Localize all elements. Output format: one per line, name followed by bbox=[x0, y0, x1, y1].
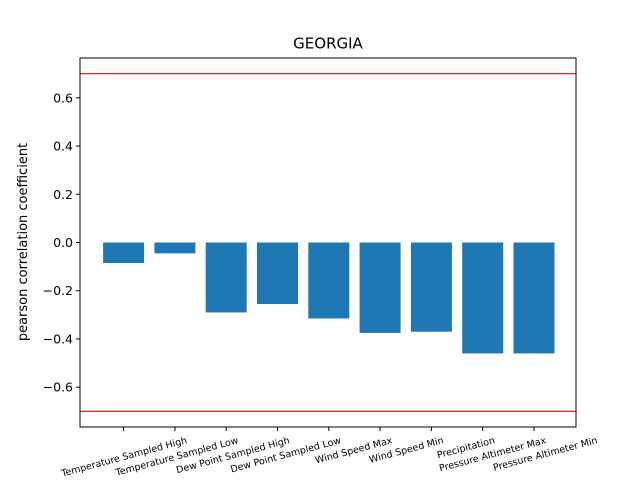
bar bbox=[513, 242, 555, 354]
bar bbox=[359, 242, 401, 333]
y-tick-label: 0.6 bbox=[53, 90, 73, 105]
y-axis-title: pearson correlation coefficient bbox=[16, 143, 31, 341]
bar bbox=[410, 242, 452, 332]
bar bbox=[257, 242, 298, 304]
y-tick-label: 0.0 bbox=[53, 235, 73, 250]
chart-title: GEORGIA bbox=[293, 35, 363, 53]
y-tick-label: 0.2 bbox=[53, 187, 73, 202]
bar bbox=[205, 242, 247, 313]
y-tick-label: −0.4 bbox=[43, 331, 73, 346]
bar bbox=[462, 242, 504, 354]
bar bbox=[103, 242, 145, 263]
bar bbox=[154, 242, 196, 254]
y-tick-label: −0.2 bbox=[43, 283, 73, 298]
y-tick-label: −0.6 bbox=[43, 380, 73, 395]
bar bbox=[308, 242, 350, 319]
y-tick-label: 0.4 bbox=[53, 139, 73, 154]
